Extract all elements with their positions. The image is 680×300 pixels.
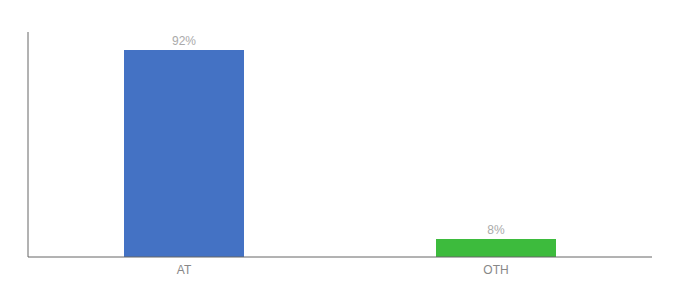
svg-text:OTH: OTH xyxy=(483,263,508,277)
svg-text:AT: AT xyxy=(177,263,192,277)
svg-text:8%: 8% xyxy=(487,223,505,237)
svg-text:92%: 92% xyxy=(172,34,196,48)
